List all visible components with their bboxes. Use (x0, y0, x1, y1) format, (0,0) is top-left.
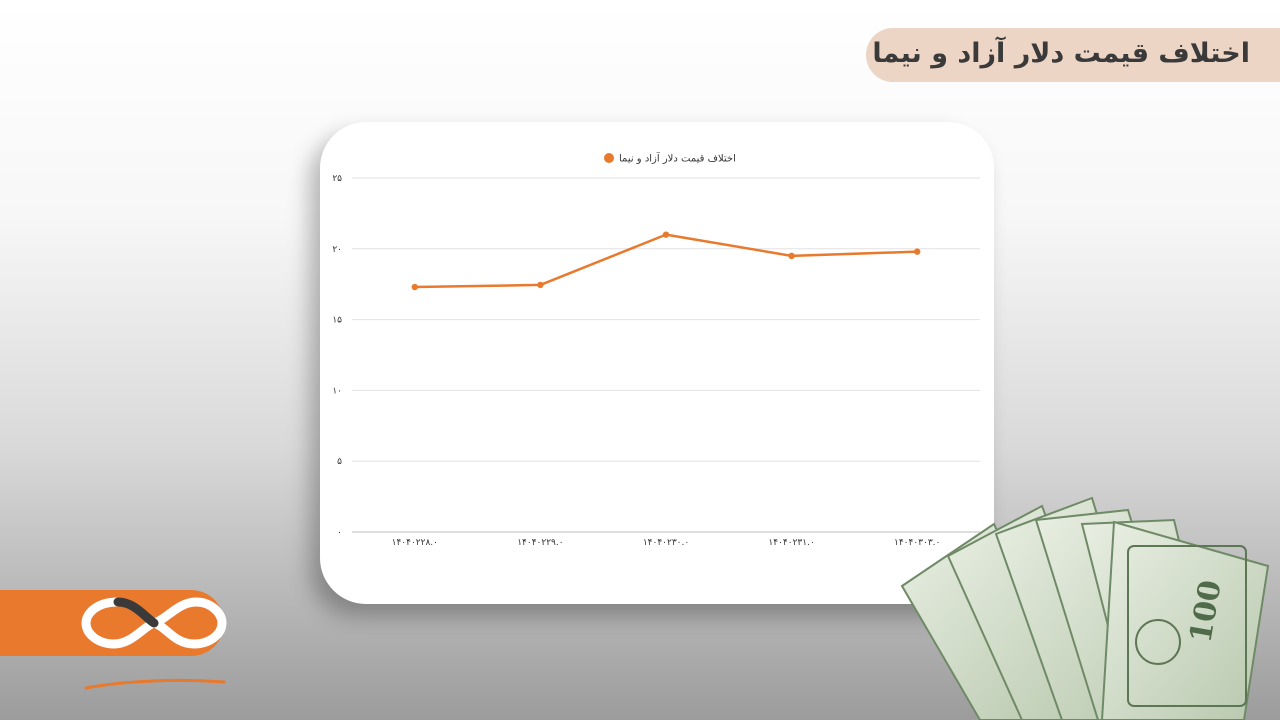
x-tick-label: ۱۴۰۴۰۲۲۸.۰ (392, 538, 438, 548)
data-point (411, 283, 418, 291)
y-tick-label: ۵ (337, 457, 342, 467)
dollar-bills-icon: 100 (900, 496, 1270, 720)
series-line (414, 233, 918, 289)
chart-gridlines (352, 177, 980, 533)
logo-swoosh-icon (84, 678, 226, 690)
y-tick-label: ۱۵ (332, 316, 342, 326)
page-title: اختلاف قیمت دلار آزاد و نیما (872, 38, 1250, 69)
x-tick-label: ۱۴۰۴۰۲۳۰.۰ (643, 538, 689, 548)
line-chart: ۰ ۵ ۱۰ ۱۵ ۲۰ ۲۵ ۱۴۰۴۰۲۲۸.۰ ۱۴۰۴۰۲۲۹.۰ ۱۴۰۴۰۲۳۰.۰… (332, 152, 980, 548)
legend-label: اختلاف قیمت دلار آزاد و نیما (619, 152, 736, 165)
y-tick-label: ۰ (337, 528, 342, 538)
y-tick-label: ۲۵ (332, 174, 342, 184)
chart-card (320, 122, 994, 604)
y-tick-label: ۱۰ (332, 386, 342, 396)
title-banner: اختلاف قیمت دلار آزاد و نیما (866, 28, 1280, 82)
infinity-logo-icon (81, 597, 227, 649)
x-tick-label: ۱۴۰۴۰۲۳۱.۰ (768, 538, 814, 548)
data-point (788, 252, 795, 260)
chart-legend: اختلاف قیمت دلار آزاد و نیما (604, 152, 736, 165)
x-tick-label: ۱۴۰۴۰۲۲۹.۰ (517, 538, 563, 548)
x-tick-label: ۱۴۰۴۰۳۰۳.۰ (894, 538, 940, 548)
data-point (537, 281, 544, 289)
chart-series (411, 231, 921, 291)
chart-axes: ۰ ۵ ۱۰ ۱۵ ۲۰ ۲۵ ۱۴۰۴۰۲۲۸.۰ ۱۴۰۴۰۲۲۹.۰ ۱۴۰۴۰۲۳۰.۰… (332, 174, 940, 548)
data-point (662, 231, 670, 238)
data-point (914, 248, 921, 255)
legend-marker (604, 153, 614, 163)
y-tick-label: ۲۰ (332, 245, 342, 255)
